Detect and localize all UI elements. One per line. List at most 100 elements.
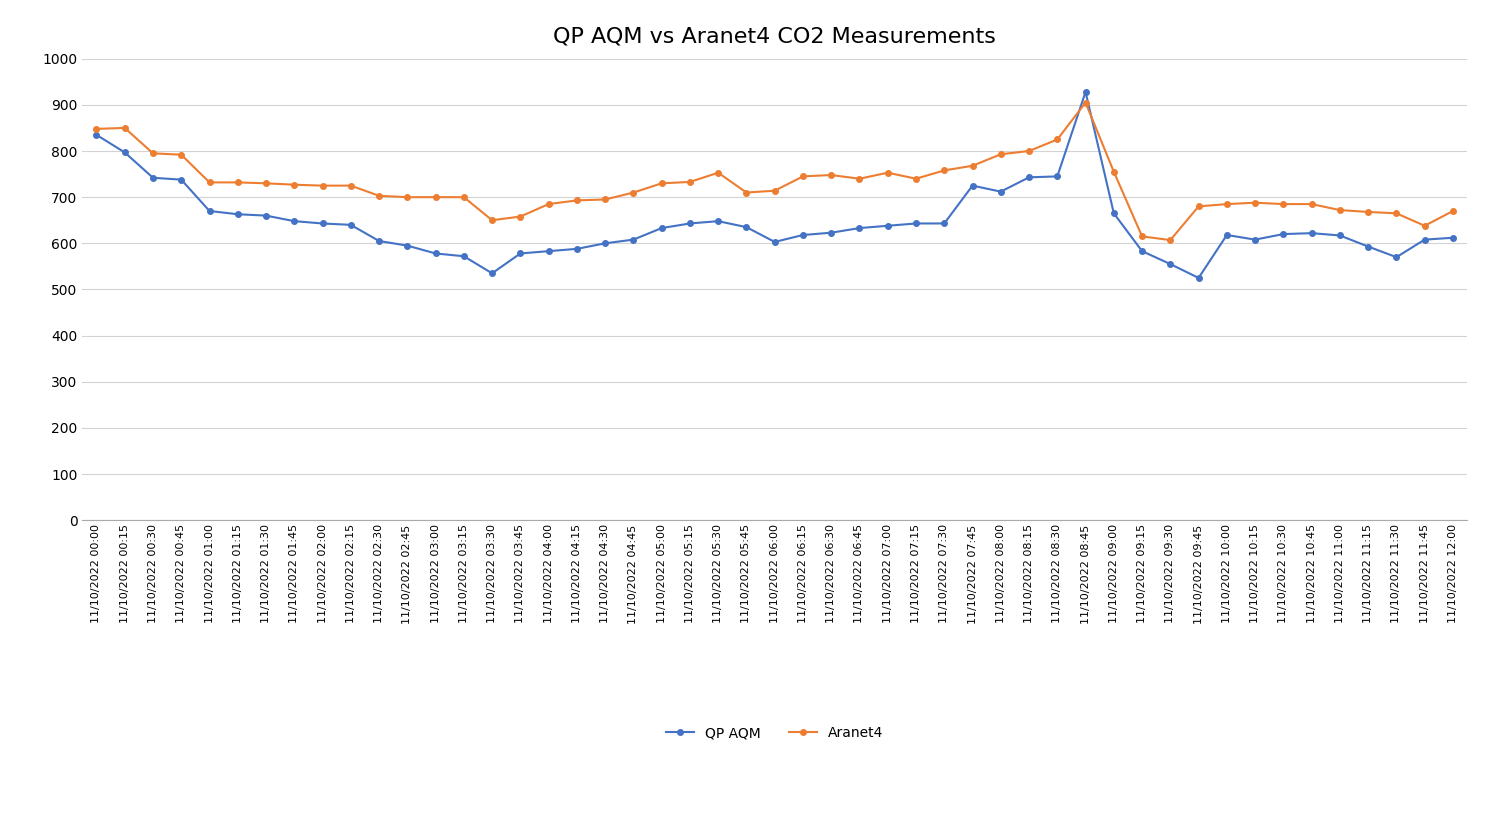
QP AQM [229,209,247,219]
Aranet4 [1359,207,1377,217]
Aranet4 [936,165,954,175]
Aranet4 [738,187,756,197]
Aranet4 [398,192,416,202]
Aranet4 [710,168,728,178]
QP AQM [1019,172,1037,182]
Aranet4 [427,192,445,202]
QP AQM [484,268,501,279]
Aranet4 [907,174,925,184]
Aranet4 [229,177,247,187]
Aranet4 [653,178,671,188]
QP AQM [653,223,671,233]
Aranet4 [1019,146,1037,156]
Aranet4 [1416,221,1434,231]
QP AQM [964,180,982,190]
Legend: QP AQM, Aranet4: QP AQM, Aranet4 [660,721,889,746]
QP AQM [567,244,585,254]
Aranet4 [1105,167,1123,177]
QP AQM [1190,273,1208,283]
Aranet4 [455,192,473,202]
QP AQM [1162,259,1180,269]
Aranet4 [257,178,275,188]
QP AQM [172,175,190,185]
Aranet4 [1274,199,1292,209]
Line: QP AQM: QP AQM [94,89,1455,281]
QP AQM [1076,87,1094,97]
QP AQM [793,230,811,240]
QP AQM [286,216,304,227]
Aranet4 [115,122,133,133]
Aranet4 [512,211,530,221]
QP AQM [710,216,728,227]
QP AQM [313,218,331,228]
QP AQM [1302,228,1320,238]
Aranet4 [87,124,105,134]
Aranet4 [596,195,614,205]
QP AQM [936,218,954,228]
QP AQM [341,220,359,230]
QP AQM [907,218,925,228]
QP AQM [539,246,557,256]
Aranet4 [765,185,784,195]
QP AQM [455,251,473,261]
Aranet4 [1048,134,1066,144]
Aranet4 [993,149,1010,159]
Aranet4 [879,168,897,178]
QP AQM [624,235,642,245]
Aranet4 [286,180,304,190]
Aranet4 [1133,232,1151,242]
Line: Aranet4: Aranet4 [94,100,1455,242]
QP AQM [1331,231,1349,241]
Aranet4 [144,149,162,159]
Aranet4 [313,180,331,190]
QP AQM [427,248,445,258]
QP AQM [765,237,784,247]
QP AQM [681,218,699,228]
Aranet4 [624,187,642,197]
QP AQM [1048,171,1066,181]
Aranet4 [539,199,557,209]
QP AQM [87,130,105,140]
Aranet4 [370,190,388,201]
QP AQM [257,211,275,221]
Aranet4 [484,215,501,225]
QP AQM [398,241,416,251]
QP AQM [1219,230,1237,240]
Aranet4 [850,174,868,184]
Aranet4 [172,149,190,159]
QP AQM [1445,232,1463,242]
Title: QP AQM vs Aranet4 CO2 Measurements: QP AQM vs Aranet4 CO2 Measurements [554,26,996,46]
Aranet4 [1219,199,1237,209]
QP AQM [370,236,388,246]
QP AQM [1388,252,1406,262]
Aranet4 [793,171,811,181]
Aranet4 [681,177,699,187]
QP AQM [993,186,1010,196]
QP AQM [144,173,162,183]
Aranet4 [1331,205,1349,215]
QP AQM [1416,235,1434,245]
Aranet4 [1190,201,1208,211]
Aranet4 [1302,199,1320,209]
QP AQM [1246,235,1263,245]
Aranet4 [567,195,585,206]
Aranet4 [1445,206,1463,216]
Aranet4 [822,170,840,180]
QP AQM [1359,242,1377,252]
Aranet4 [1388,208,1406,218]
QP AQM [850,223,868,233]
QP AQM [879,221,897,231]
QP AQM [201,206,219,216]
QP AQM [1274,229,1292,239]
Aranet4 [201,177,219,187]
Aranet4 [964,161,982,171]
QP AQM [1105,208,1123,218]
QP AQM [115,148,133,158]
Aranet4 [1246,198,1263,208]
Aranet4 [1162,235,1180,245]
QP AQM [1133,246,1151,256]
QP AQM [738,222,756,232]
QP AQM [512,248,530,258]
Aranet4 [341,180,359,190]
QP AQM [822,227,840,237]
